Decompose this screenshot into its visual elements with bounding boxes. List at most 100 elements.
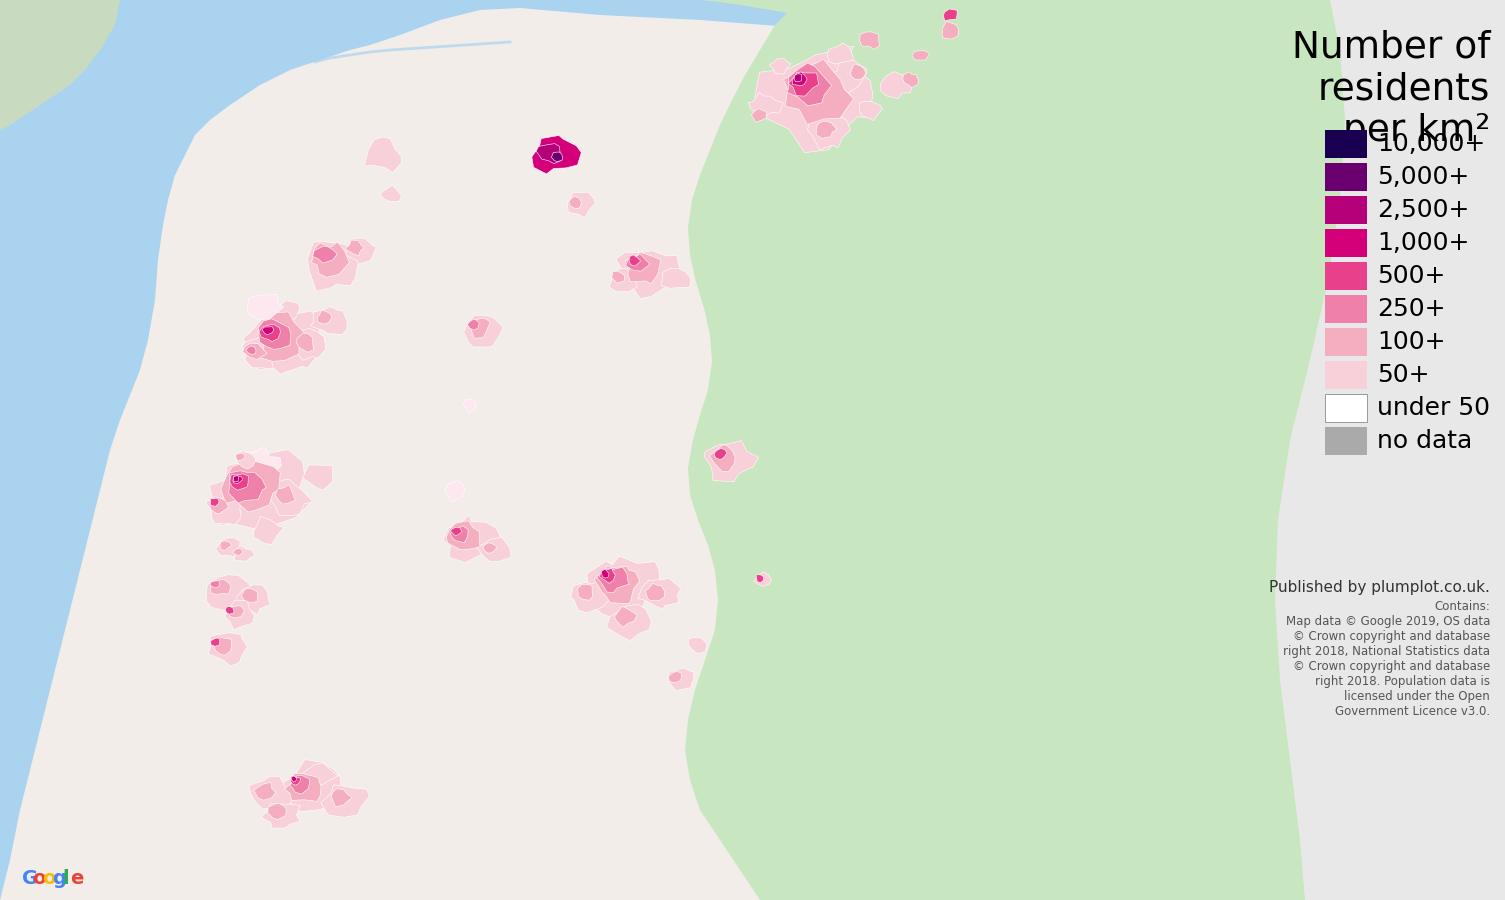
Polygon shape	[313, 246, 337, 263]
Polygon shape	[685, 0, 960, 900]
Bar	[1324, 130, 1367, 158]
Polygon shape	[795, 74, 802, 82]
Text: Published by plumplot.co.uk.: Published by plumplot.co.uk.	[1269, 580, 1490, 595]
Polygon shape	[808, 112, 850, 149]
Polygon shape	[290, 775, 310, 794]
Polygon shape	[787, 63, 832, 106]
Polygon shape	[331, 788, 352, 807]
Polygon shape	[470, 318, 491, 338]
Polygon shape	[379, 185, 402, 202]
Polygon shape	[629, 255, 641, 266]
Polygon shape	[859, 101, 882, 121]
Polygon shape	[244, 310, 319, 374]
Text: o: o	[42, 868, 56, 887]
Polygon shape	[211, 638, 220, 646]
Polygon shape	[275, 484, 295, 504]
Polygon shape	[445, 521, 480, 550]
Text: G: G	[23, 868, 38, 887]
Polygon shape	[364, 137, 402, 173]
Polygon shape	[668, 668, 694, 690]
Polygon shape	[754, 572, 771, 587]
Polygon shape	[280, 760, 342, 812]
Bar	[1324, 361, 1367, 389]
Polygon shape	[290, 777, 301, 785]
Polygon shape	[236, 585, 269, 615]
Polygon shape	[220, 541, 232, 551]
Polygon shape	[312, 242, 349, 277]
Polygon shape	[277, 301, 299, 321]
Polygon shape	[212, 636, 232, 655]
Polygon shape	[769, 58, 792, 74]
Polygon shape	[235, 545, 254, 561]
Polygon shape	[468, 319, 479, 330]
Polygon shape	[262, 327, 274, 335]
Polygon shape	[789, 72, 819, 96]
Polygon shape	[236, 453, 245, 461]
Polygon shape	[450, 527, 462, 536]
Polygon shape	[616, 251, 680, 299]
Text: 2,500+: 2,500+	[1377, 198, 1469, 222]
Polygon shape	[238, 447, 281, 484]
Polygon shape	[242, 343, 268, 359]
Polygon shape	[610, 268, 637, 292]
Polygon shape	[259, 319, 290, 349]
Polygon shape	[662, 268, 691, 288]
Polygon shape	[614, 607, 637, 627]
Text: Number of
residents
per km²: Number of residents per km²	[1291, 30, 1490, 149]
Polygon shape	[570, 579, 611, 613]
Polygon shape	[205, 497, 241, 525]
Polygon shape	[254, 782, 275, 800]
Polygon shape	[828, 43, 853, 64]
Polygon shape	[483, 543, 497, 553]
Polygon shape	[236, 451, 256, 469]
Polygon shape	[290, 776, 296, 782]
Bar	[1324, 427, 1367, 455]
Bar	[1324, 295, 1367, 323]
Polygon shape	[242, 337, 280, 369]
Polygon shape	[828, 57, 867, 93]
Bar	[1324, 262, 1367, 290]
Polygon shape	[230, 473, 248, 491]
Polygon shape	[241, 589, 257, 602]
Polygon shape	[0, 0, 120, 130]
Polygon shape	[464, 315, 503, 347]
Polygon shape	[268, 804, 286, 819]
Polygon shape	[318, 310, 333, 324]
Polygon shape	[209, 580, 220, 588]
Polygon shape	[259, 312, 310, 362]
Text: 10,000+: 10,000+	[1377, 132, 1485, 156]
Polygon shape	[477, 537, 512, 562]
Polygon shape	[859, 32, 879, 50]
Polygon shape	[442, 515, 501, 562]
Polygon shape	[209, 449, 310, 530]
Bar	[1324, 229, 1367, 257]
Polygon shape	[551, 152, 563, 161]
Polygon shape	[668, 671, 682, 682]
Polygon shape	[229, 471, 266, 503]
Polygon shape	[638, 578, 680, 609]
Polygon shape	[296, 333, 313, 352]
Polygon shape	[321, 785, 369, 817]
Polygon shape	[0, 0, 960, 900]
Polygon shape	[704, 440, 759, 482]
Polygon shape	[226, 607, 233, 614]
Polygon shape	[208, 633, 247, 666]
Polygon shape	[536, 144, 561, 164]
Polygon shape	[960, 0, 1345, 900]
Polygon shape	[303, 762, 339, 788]
Polygon shape	[310, 307, 348, 335]
Polygon shape	[206, 575, 251, 612]
Text: g: g	[53, 868, 66, 887]
Polygon shape	[450, 526, 468, 543]
Polygon shape	[646, 583, 665, 600]
Polygon shape	[597, 567, 629, 593]
Polygon shape	[531, 136, 581, 174]
Polygon shape	[307, 242, 367, 292]
Polygon shape	[599, 568, 616, 583]
Polygon shape	[607, 605, 652, 641]
Text: 250+: 250+	[1377, 297, 1445, 321]
Text: under 50: under 50	[1377, 396, 1490, 420]
Polygon shape	[215, 537, 242, 556]
Polygon shape	[221, 462, 280, 512]
Polygon shape	[850, 64, 867, 80]
